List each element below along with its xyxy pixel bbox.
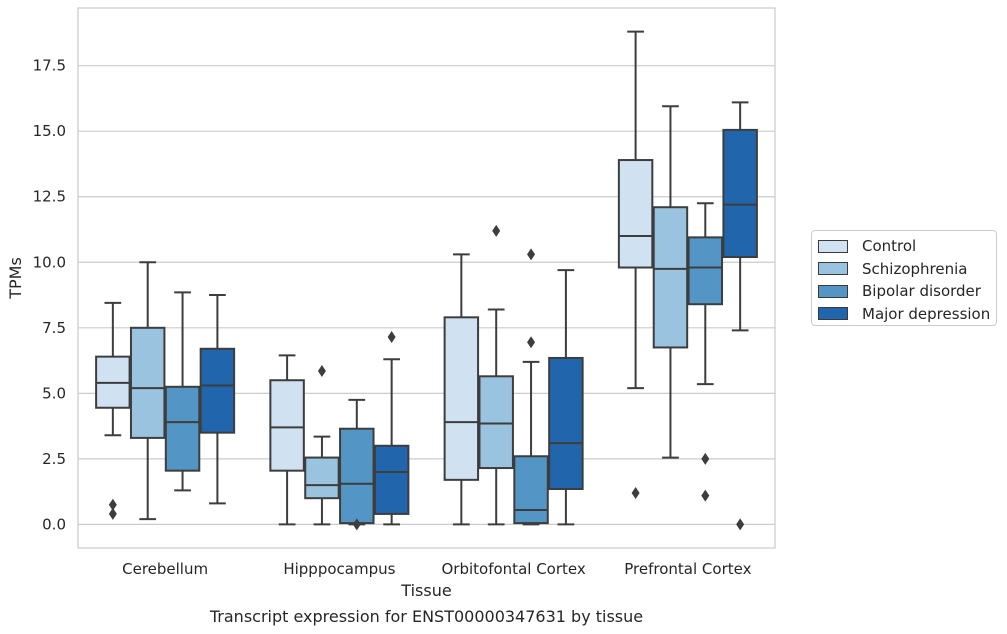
legend-swatch [818, 307, 848, 321]
legend-item: Bipolar disorder [818, 280, 990, 303]
box-major-depression [373, 330, 410, 526]
x-tick-label: Cerebellum [122, 560, 208, 578]
box-iqr [129, 326, 166, 439]
box-major-depression [199, 294, 236, 505]
legend-label: Bipolar disorder [862, 282, 981, 301]
x-axis-title: Tissue [400, 581, 451, 600]
y-tick-labels: 0.0 2.5 5.0 7.5 10.0 12.5 15.0 17.5 [33, 57, 66, 534]
y-tick-label: 5.0 [42, 384, 66, 402]
y-tick-label: 12.5 [33, 188, 66, 206]
legend-label: Control [862, 237, 917, 256]
outlier-point [527, 248, 536, 261]
legend-item: Schizophrenia [818, 258, 990, 281]
y-tick-label: 17.5 [33, 57, 66, 75]
box-control [95, 301, 131, 520]
box-iqr [269, 379, 305, 472]
box-iqr [652, 206, 689, 349]
box-control [443, 253, 480, 526]
box-iqr [513, 455, 549, 525]
box-groups [95, 30, 758, 531]
box-major-depression [722, 101, 758, 531]
x-tick-label: Orbitofontal Cortex [442, 560, 586, 578]
x-tick-label: Prefrontal Cortex [624, 560, 751, 578]
y-tick-label: 0.0 [42, 515, 66, 533]
outlier-point [527, 336, 536, 349]
plot-frame [77, 7, 776, 549]
box-control [269, 354, 305, 526]
outlier-point [492, 224, 501, 237]
box-iqr [722, 128, 758, 259]
box-schizophrenia [652, 105, 689, 459]
box-iqr [687, 236, 724, 306]
box-schizophrenia [129, 261, 166, 521]
box-bipolar-disorder [164, 291, 201, 492]
box-iqr [199, 347, 236, 434]
y-tick-label: 7.5 [42, 319, 66, 337]
chart-title: Transcript expression for ENST0000034763… [209, 607, 643, 626]
legend-label: Major depression [862, 304, 991, 323]
box-major-depression [548, 269, 584, 526]
outlier-point [352, 518, 361, 531]
outlier-point [701, 452, 710, 465]
y-axis-title: TPMs [6, 257, 25, 300]
box-iqr [164, 385, 201, 472]
box-schizophrenia [478, 224, 514, 526]
box-iqr [478, 375, 514, 470]
legend: Control Schizophrenia Bipolar disorder Majo… [811, 230, 997, 326]
legend-swatch [818, 239, 848, 253]
outlier-point [108, 498, 117, 511]
box-iqr [373, 444, 410, 515]
box-iqr [548, 356, 584, 491]
box-schizophrenia [304, 365, 340, 526]
outlier-point [631, 486, 640, 499]
box-iqr [339, 427, 375, 525]
legend-swatch [818, 284, 848, 298]
legend-item: Control [818, 235, 990, 258]
outlier-point [387, 330, 396, 343]
legend-swatch [818, 262, 848, 276]
box-iqr [617, 159, 654, 269]
legend-label: Schizophrenia [862, 259, 968, 278]
x-tick-label: Hipppocampus [283, 560, 395, 578]
y-tick-label: 10.0 [33, 253, 66, 271]
box-iqr [304, 456, 340, 500]
outlier-point [317, 365, 326, 378]
box-bipolar-disorder [687, 202, 724, 502]
legend-item: Major depression [818, 303, 990, 326]
outlier-point [701, 489, 710, 502]
x-tick-labels: Cerebellum Hipppocampus Orbitofontal Corte… [122, 560, 751, 578]
outlier-point [108, 507, 117, 520]
box-control [617, 30, 654, 499]
outlier-point [736, 518, 745, 531]
y-tick-label: 15.0 [33, 122, 66, 140]
y-tick-label: 2.5 [42, 450, 66, 468]
box-bipolar-disorder [339, 398, 375, 531]
box-iqr [443, 316, 480, 481]
box-bipolar-disorder [513, 248, 549, 526]
